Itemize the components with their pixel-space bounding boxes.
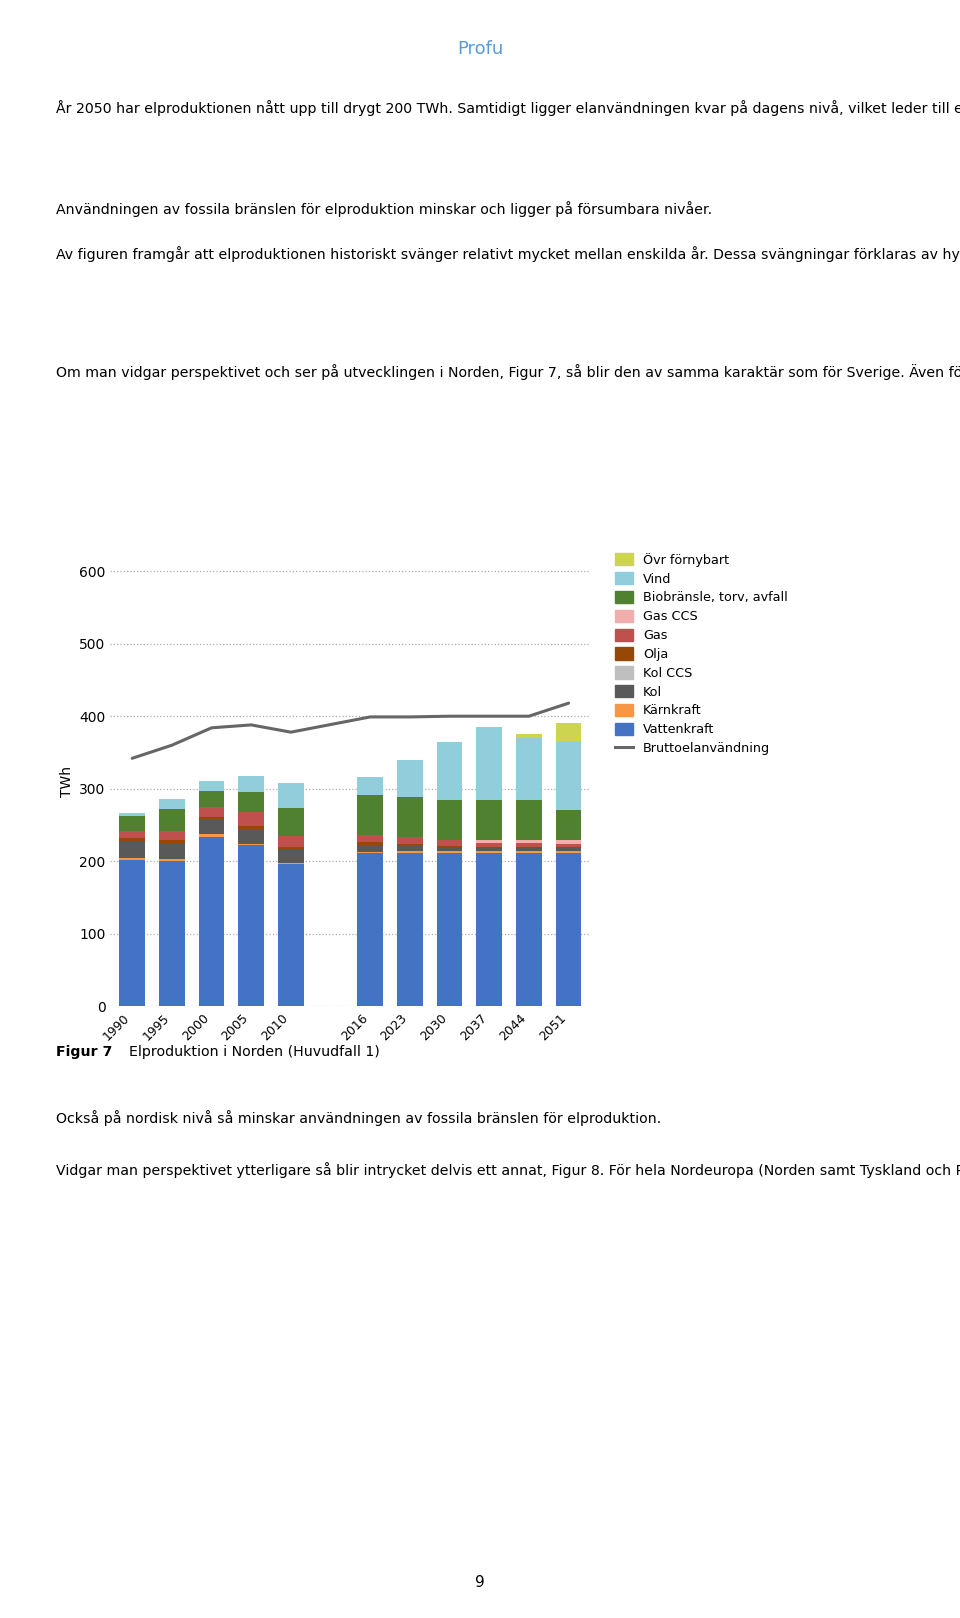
Bar	[199, 820, 225, 835]
Bar	[437, 853, 463, 1006]
Bar	[159, 799, 184, 809]
Bar	[199, 791, 225, 807]
Bar	[119, 859, 145, 1006]
Bar	[476, 726, 502, 799]
Bar	[119, 858, 145, 859]
Bar	[199, 835, 225, 837]
Bar	[556, 741, 582, 809]
Bar	[437, 743, 463, 801]
Text: Figur 7: Figur 7	[56, 1045, 112, 1060]
Bar	[199, 781, 225, 791]
Bar	[278, 809, 303, 837]
Bar	[357, 853, 383, 1006]
Text: 9: 9	[475, 1576, 485, 1590]
Bar	[476, 840, 502, 843]
Bar	[437, 801, 463, 840]
Text: Användningen av fossila bränslen för elproduktion minskar och ligger på försumba: Användningen av fossila bränslen för elp…	[56, 201, 711, 217]
Text: Om man vidgar perspektivet och ser på utvecklingen i Norden, Figur 7, så blir de: Om man vidgar perspektivet och ser på ut…	[56, 364, 960, 380]
Bar	[199, 807, 225, 817]
Text: Av figuren framgår att elproduktionen historiskt svänger relativt mycket mellan : Av figuren framgår att elproduktionen hi…	[56, 246, 960, 262]
Bar	[119, 830, 145, 838]
Bar	[238, 775, 264, 791]
Bar	[516, 843, 541, 846]
Bar	[397, 760, 422, 796]
Bar	[357, 777, 383, 796]
Text: Elproduktion i Norden (Huvudfall 1): Elproduktion i Norden (Huvudfall 1)	[129, 1045, 379, 1060]
Bar	[357, 845, 383, 851]
Bar	[556, 809, 582, 840]
Bar	[278, 837, 303, 846]
Bar	[516, 799, 541, 840]
Bar	[199, 837, 225, 1006]
Bar	[437, 848, 463, 851]
Bar	[556, 840, 582, 845]
Bar	[516, 738, 541, 799]
Bar	[476, 799, 502, 840]
Bar	[278, 864, 303, 1006]
Text: Vidgar man perspektivet ytterligare så blir intrycket delvis ett annat, Figur 8.: Vidgar man perspektivet ytterligare så b…	[56, 1162, 960, 1178]
Bar	[476, 843, 502, 846]
Bar	[476, 848, 502, 851]
Bar	[476, 853, 502, 1006]
Bar	[516, 735, 541, 738]
Bar	[278, 783, 303, 809]
Bar	[357, 843, 383, 845]
Bar	[119, 817, 145, 830]
Bar	[278, 849, 303, 862]
Bar	[516, 848, 541, 851]
Bar	[556, 848, 582, 851]
Bar	[159, 809, 184, 830]
Bar	[159, 861, 184, 1006]
Bar	[238, 830, 264, 845]
Bar	[238, 845, 264, 1006]
Text: Också på nordisk nivå så minskar användningen av fossila bränslen för elprodukti: Också på nordisk nivå så minskar användn…	[56, 1110, 660, 1126]
Bar	[397, 837, 422, 845]
Bar	[516, 840, 541, 843]
Bar	[238, 827, 264, 830]
Bar	[357, 835, 383, 843]
Text: Profu: Profu	[457, 39, 503, 58]
Bar	[357, 796, 383, 835]
Bar	[397, 796, 422, 837]
Bar	[437, 840, 463, 846]
Legend: Övr förnybart, Vind, Biobränsle, torv, avfall, Gas CCS, Gas, Olja, Kol CCS, Kol,: Övr förnybart, Vind, Biobränsle, torv, a…	[610, 547, 793, 760]
Bar	[159, 840, 184, 843]
Bar	[119, 812, 145, 817]
Bar	[556, 853, 582, 1006]
Bar	[516, 853, 541, 1006]
Y-axis label: TWh: TWh	[60, 765, 74, 798]
Bar	[556, 845, 582, 846]
Bar	[199, 817, 225, 820]
Bar	[159, 843, 184, 859]
Bar	[238, 812, 264, 827]
Bar	[238, 791, 264, 812]
Bar	[556, 723, 582, 741]
Bar	[397, 845, 422, 851]
Bar	[397, 853, 422, 1006]
Bar	[278, 846, 303, 849]
Text: År 2050 har elproduktionen nått upp till drygt 200 TWh. Samtidigt ligger elanvän: År 2050 har elproduktionen nått upp till…	[56, 100, 960, 116]
Bar	[159, 830, 184, 840]
Bar	[119, 838, 145, 841]
Bar	[119, 841, 145, 858]
